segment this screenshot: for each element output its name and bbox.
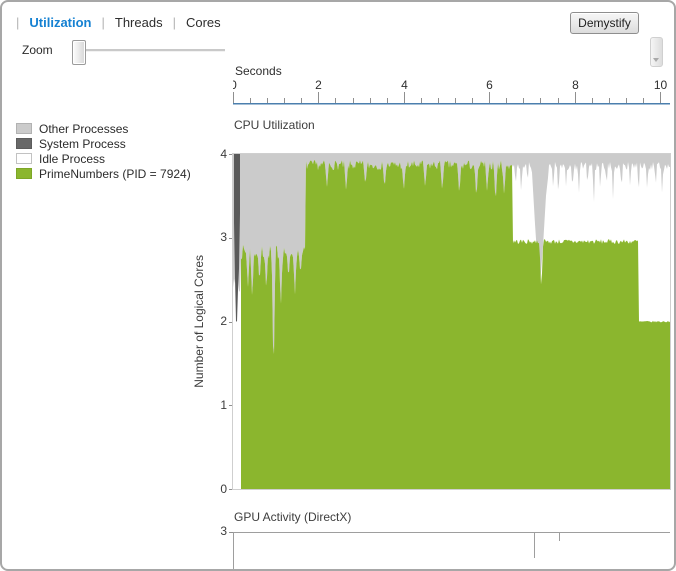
legend-label: System Process bbox=[39, 136, 126, 151]
time-ruler[interactable]: 0 2 4 6 8 10 bbox=[233, 77, 670, 105]
process-legend: Other Processes System Process Idle Proc… bbox=[16, 121, 191, 181]
system-process-streak bbox=[234, 154, 240, 322]
ruler-tick-label: 0 bbox=[233, 78, 237, 92]
tab-separator: | bbox=[101, 14, 105, 30]
legend-label: Idle Process bbox=[39, 151, 106, 166]
ruler-tick-label: 6 bbox=[486, 78, 493, 92]
cpu-y-tick-mark bbox=[229, 321, 233, 323]
cpu-y-tick-label: 0 bbox=[220, 481, 227, 496]
legend-item-system-process: System Process bbox=[16, 136, 191, 151]
ruler-tick-label: 8 bbox=[572, 78, 579, 92]
cpu-utilization-chart[interactable] bbox=[232, 153, 671, 490]
gpu-activity-chart[interactable] bbox=[233, 532, 670, 569]
scrollbar-thumb[interactable] bbox=[650, 37, 663, 67]
gpu-chart-title: GPU Activity (DirectX) bbox=[234, 510, 352, 524]
zoom-slider-thumb[interactable] bbox=[72, 40, 86, 65]
view-tabbar: | Utilization | Threads | Cores bbox=[16, 11, 231, 33]
legend-item-primenumbers: PrimeNumbers (PID = 7924) bbox=[16, 166, 191, 181]
legend-swatch-system bbox=[16, 138, 32, 149]
ruler-tick-label: 2 bbox=[315, 78, 322, 92]
primenumbers-area bbox=[241, 160, 670, 489]
cpu-y-axis-title: Number of Logical Cores bbox=[192, 255, 206, 388]
legend-item-idle-process: Idle Process bbox=[16, 151, 191, 166]
legend-item-other-processes: Other Processes bbox=[16, 121, 191, 136]
tab-separator: | bbox=[172, 14, 176, 30]
tab-separator: | bbox=[16, 14, 20, 30]
other-processes-area bbox=[233, 154, 670, 354]
legend-label: Other Processes bbox=[39, 121, 129, 136]
cpu-y-tick-mark bbox=[229, 237, 233, 239]
legend-swatch-idle bbox=[16, 153, 32, 164]
demystify-button[interactable]: Demystify bbox=[570, 12, 639, 34]
ruler-tick-label: 10 bbox=[654, 78, 668, 92]
legend-label: PrimeNumbers (PID = 7924) bbox=[39, 166, 191, 181]
legend-swatch-other bbox=[16, 123, 32, 134]
cpu-y-tick-mark bbox=[229, 154, 233, 155]
cpu-y-tick-label: 4 bbox=[220, 146, 227, 161]
tab-utilization[interactable]: Utilization bbox=[19, 15, 101, 30]
zoom-slider-track[interactable] bbox=[74, 49, 225, 52]
cpu-chart-canvas bbox=[233, 154, 670, 489]
gpu-y-tick-mark bbox=[229, 532, 233, 533]
zoom-slider[interactable] bbox=[70, 38, 226, 65]
cpu-chart-title: CPU Utilization bbox=[234, 118, 315, 132]
time-axis-label: Seconds bbox=[235, 64, 282, 78]
cpu-y-tick-mark bbox=[229, 405, 233, 407]
tab-threads[interactable]: Threads bbox=[105, 15, 173, 30]
gpu-y-tick-label: 3 bbox=[220, 524, 227, 538]
zoom-slider-label: Zoom bbox=[22, 43, 53, 57]
ruler-tick-label: 4 bbox=[401, 78, 408, 92]
cpu-y-tick-mark bbox=[229, 489, 233, 490]
cpu-y-tick-label: 1 bbox=[220, 397, 227, 412]
tab-cores[interactable]: Cores bbox=[176, 15, 231, 30]
cpu-y-tick-label: 2 bbox=[220, 314, 227, 328]
legend-swatch-prime bbox=[16, 168, 32, 179]
cpu-y-tick-label: 3 bbox=[220, 230, 227, 245]
scrollbar-arrow-icon bbox=[653, 58, 659, 62]
